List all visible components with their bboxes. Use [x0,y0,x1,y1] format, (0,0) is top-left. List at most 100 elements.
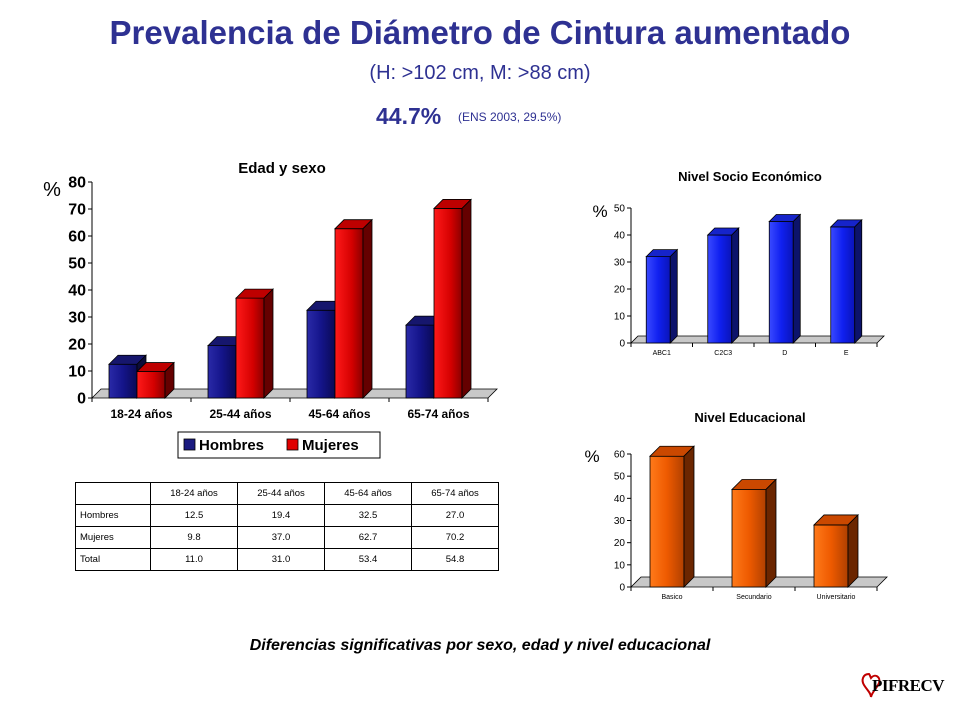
x-category-label: D [782,350,787,357]
y-tick-label: 20 [614,538,626,549]
legend-swatch-mujeres [286,438,299,451]
y-tick-label: 10 [614,312,626,323]
y-tick-label: 50 [68,256,86,273]
bar-value-0-side [683,445,695,588]
bar-mujeres-3 [433,198,472,399]
logo-text: PIFRECV [872,676,945,695]
legend-label-hombres: Hombres [199,437,264,454]
table-row-label: Hombres [75,504,151,527]
chart-edad-sexo: 0 10 20 30 40 50 60 70 80 18-24 años 25-44 años 45-… [43,160,498,459]
x-category-label: Basico [661,594,682,601]
y-axis-label: % [584,447,599,466]
table-cell: 31.0 [237,548,325,571]
x-category-label: Secundario [736,594,772,601]
bar-mujeres-3-side [461,198,472,399]
bar-value-3-side [854,218,863,344]
page-subtitle: (H: >102 cm, M: >88 cm) [369,62,591,84]
table-header-row: 18-24 años 25-44 años 45-64 años 65-74 años [75,482,499,505]
table-header-cell [75,482,151,505]
bar-value-1 [731,478,777,588]
y-axis-label: % [592,202,607,221]
x-category-label: 18-24 años [110,407,172,421]
table-cell: 12.5 [150,504,238,527]
x-category-label: Universitario [817,594,856,601]
y-tick-label: 80 [68,175,86,192]
legend-label-mujeres: Mujeres [302,437,359,454]
bar-value-2-front [768,221,794,344]
legend-box [177,431,381,459]
data-table: 18-24 años 25-44 años 45-64 años 65-74 años… [75,482,499,571]
x-category-label: 25-44 años [209,407,271,421]
chart-nivel-socioeconomico: 0 10 20 30 40 50 ABC1 C2C3 D E Nivel Socio Económi… [592,169,885,357]
bar-hombres-1-front [207,345,237,399]
bar-mujeres-3-front [433,208,463,399]
legend-swatch-hombres [183,438,196,451]
bar-mujeres-2-side [362,218,373,399]
y-tick-label: 10 [614,560,626,571]
table-header-cell: 45-64 años [324,482,412,505]
ens-reference-note: (ENS 2003, 29.5%) [458,110,562,124]
y-tick-label: 10 [68,364,86,381]
bar-value-3 [829,218,863,344]
bar-value-2 [813,513,859,588]
page-title: Prevalencia de Diámetro de Cintura aumen… [109,14,851,51]
table-row: Hombres 12.5 19.4 32.5 27.0 [75,504,499,527]
y-tick-label: 0 [619,339,625,350]
table-cell: 32.5 [324,504,412,527]
footer-note: Diferencias significativas por sexo, eda… [249,637,711,654]
bar-value-1-side [731,227,740,344]
y-tick-label: 60 [68,229,86,246]
x-category-label: 45-64 años [308,407,370,421]
table-cell: 11.0 [150,548,238,571]
table-cell: 62.7 [324,526,412,549]
bar-value-0 [645,248,679,344]
bar-mujeres-0-front [136,371,166,399]
chart-floor [630,335,885,344]
prevalence-value: 44.7% [376,103,442,129]
bar-value-3-front [830,226,856,344]
y-tick-label: 0 [619,583,625,594]
y-tick-label: 30 [614,516,626,527]
chart-legend: Hombres Mujeres [177,431,381,459]
bar-value-0-side [669,248,678,344]
bar-value-1 [706,227,740,344]
bar-value-0-front [649,455,685,588]
x-category-label: ABC1 [653,350,671,357]
bar-value-2-front [813,524,849,588]
bar-value-1-front [731,489,767,588]
table-cell: 54.8 [411,548,499,571]
table-header-cell: 65-74 años [411,482,499,505]
bar-value-0-front [645,256,671,344]
y-tick-label: 40 [68,283,86,300]
bar-value-2-side [847,513,859,588]
table-header-cell: 25-44 años [237,482,325,505]
chart-title: Nivel Socio Económico [678,169,822,184]
table-row-label: Total [75,548,151,571]
bar-mujeres-1 [235,288,274,399]
bar-hombres-0-front [108,363,138,399]
table-header-cell: 18-24 años [150,482,238,505]
bar-mujeres-1-front [235,297,265,399]
bar-value-2-side [792,213,801,344]
chart-title: Edad y sexo [238,160,326,177]
y-tick-label: 50 [614,472,626,483]
y-tick-label: 40 [614,494,626,505]
bar-mujeres-2 [334,218,373,399]
table-cell: 53.4 [324,548,412,571]
table-cell: 27.0 [411,504,499,527]
x-category-label: 65-74 años [407,407,469,421]
bar-value-0 [649,445,695,588]
table-cell: 19.4 [237,504,325,527]
chart-title: Nivel Educacional [694,410,805,425]
y-tick-label: 50 [614,204,626,215]
table-cell: 70.2 [411,526,499,549]
y-tick-label: 60 [614,450,626,461]
bar-mujeres-0-side [164,361,175,399]
bar-hombres-3-front [405,324,435,399]
x-category-label: C2C3 [714,350,732,357]
chart-nivel-educacional: 0 10 20 30 40 50 60 Basico Secundario Universitar… [584,410,888,601]
table-row: Total 11.0 31.0 53.4 54.8 [75,548,499,571]
y-tick-label: 20 [614,285,626,296]
y-axis-label: % [43,179,61,201]
